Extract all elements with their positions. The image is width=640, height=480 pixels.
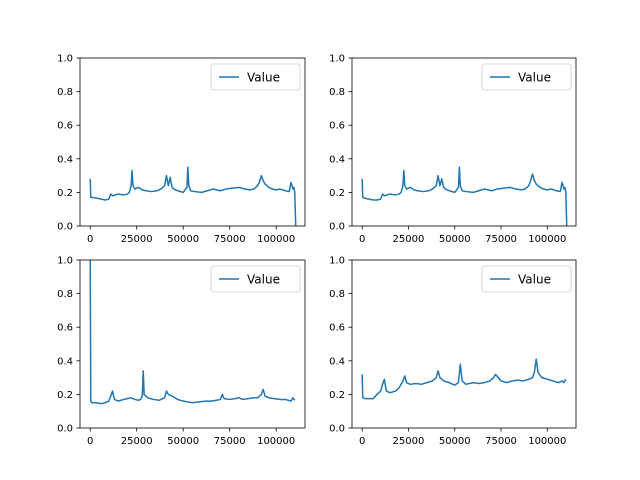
x-tick-label: 100000 bbox=[528, 234, 566, 245]
y-tick-label: 0.8 bbox=[329, 87, 345, 98]
y-tick-label: 0.8 bbox=[329, 289, 345, 300]
legend-label: Value bbox=[518, 273, 551, 287]
y-tick-label: 1.0 bbox=[57, 256, 73, 267]
y-tick-label: 0.4 bbox=[329, 154, 345, 165]
subplot-4: 0.0 0.2 0.4 0.6 0.8 1.0 0 25000 50000 75000 100000… bbox=[329, 256, 577, 447]
y-tick-label: 0.0 bbox=[57, 222, 73, 233]
y-tick-label: 1.0 bbox=[329, 54, 345, 65]
y-tick-label: 0.0 bbox=[57, 424, 73, 435]
x-tick-label: 0 bbox=[359, 234, 365, 245]
axes-frame bbox=[351, 259, 577, 429]
y-tick-label: 0.4 bbox=[57, 356, 73, 367]
series-line-1 bbox=[89, 260, 296, 405]
x-tick-label: 100000 bbox=[528, 436, 566, 447]
y-tick-label: 0.4 bbox=[329, 356, 345, 367]
legend-box bbox=[481, 63, 572, 91]
x-tick-label: 100000 bbox=[257, 234, 295, 245]
legend-box bbox=[210, 63, 301, 91]
axes-frame bbox=[79, 57, 306, 227]
legend: Value bbox=[481, 265, 572, 293]
y-tick-label: 0.6 bbox=[329, 121, 345, 132]
subplot-1: 0.0 0.2 0.4 0.6 0.8 1.0 0 25000 50000 75000 100000… bbox=[57, 54, 306, 245]
x-tick-label: 25000 bbox=[393, 234, 425, 245]
x-tick-label: 50000 bbox=[167, 234, 199, 245]
y-tick-label: 0.8 bbox=[57, 289, 73, 300]
y-tick-label: 0.2 bbox=[329, 188, 345, 199]
legend-label: Value bbox=[247, 273, 280, 287]
x-tick-label: 0 bbox=[87, 234, 93, 245]
x-tick-label: 100000 bbox=[257, 436, 295, 447]
legend-box bbox=[481, 265, 572, 293]
legend-label: Value bbox=[518, 71, 551, 85]
x-tick-label: 50000 bbox=[439, 234, 471, 245]
y-tick-label: 1.0 bbox=[329, 256, 345, 267]
x-tick-label: 75000 bbox=[214, 234, 246, 245]
y-tick-label: 1.0 bbox=[57, 54, 73, 65]
x-tick-label: 50000 bbox=[167, 436, 199, 447]
legend-box bbox=[210, 265, 301, 293]
x-tick-label: 25000 bbox=[121, 234, 153, 245]
y-tick-label: 0.0 bbox=[329, 222, 345, 233]
x-tick-label: 75000 bbox=[214, 436, 246, 447]
x-tick-label: 0 bbox=[87, 436, 93, 447]
y-tick-label: 0.0 bbox=[329, 424, 345, 435]
x-tick-label: 50000 bbox=[439, 436, 471, 447]
x-tick-label: 25000 bbox=[393, 436, 425, 447]
y-tick-label: 0.2 bbox=[57, 390, 73, 401]
axes-frame bbox=[351, 57, 577, 227]
x-tick-label: 75000 bbox=[485, 436, 517, 447]
x-tick-label: 25000 bbox=[121, 436, 153, 447]
axes-frame bbox=[79, 259, 306, 429]
y-tick-label: 0.2 bbox=[329, 390, 345, 401]
subplot-2: 0.0 0.2 0.4 0.6 0.8 1.0 0 25000 50000 75000 100000… bbox=[329, 54, 577, 245]
series-line-1 bbox=[89, 166, 297, 226]
legend: Value bbox=[481, 63, 572, 91]
legend: Value bbox=[210, 265, 301, 293]
y-tick-label: 0.6 bbox=[57, 121, 73, 132]
series-line-1 bbox=[361, 358, 567, 400]
y-tick-label: 0.4 bbox=[57, 154, 73, 165]
legend: Value bbox=[210, 63, 301, 91]
x-tick-label: 75000 bbox=[485, 234, 517, 245]
y-tick-label: 0.6 bbox=[329, 323, 345, 334]
series-line-1 bbox=[361, 166, 568, 226]
y-tick-label: 0.8 bbox=[57, 87, 73, 98]
x-tick-label: 0 bbox=[359, 436, 365, 447]
y-tick-label: 0.2 bbox=[57, 188, 73, 199]
y-tick-label: 0.6 bbox=[57, 323, 73, 334]
legend-label: Value bbox=[247, 71, 280, 85]
subplot-3: 0.0 0.2 0.4 0.6 0.8 1.0 0 25000 50000 75000 100000… bbox=[57, 256, 306, 447]
